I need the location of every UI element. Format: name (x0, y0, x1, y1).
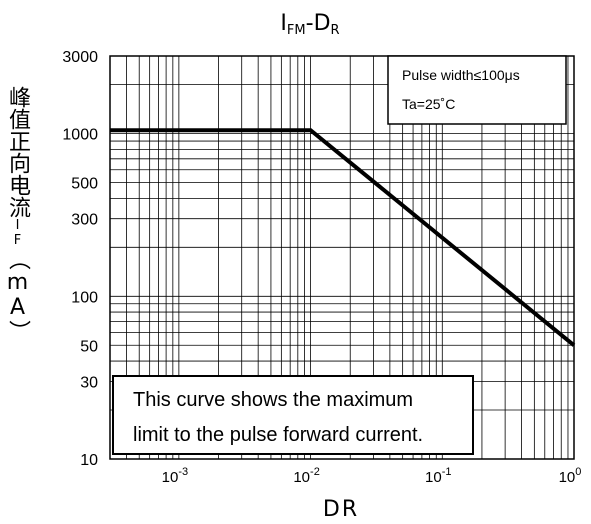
x-tick-label: 100 (559, 466, 582, 486)
chart-title: IFM-DR (280, 11, 339, 38)
y-axis-label-symbol: IF (10, 218, 25, 248)
x-axis-label: DR (323, 497, 359, 522)
legend-box: Pulse width≤100μs Ta=25˚C (387, 55, 567, 125)
x-tick-label: 10-1 (425, 466, 451, 486)
y-tick-label: 30 (80, 374, 98, 391)
note-line-2: limit to the pulse forward current. (133, 424, 423, 446)
x-tick-label: 10-3 (162, 466, 188, 486)
note-box-frame (112, 375, 474, 455)
legend-box-frame (387, 55, 567, 125)
y-tick-label: 3000 (62, 49, 98, 66)
y-tick-label: 500 (71, 176, 98, 193)
y-axis-label-main: 峰值正向电流 (5, 86, 30, 218)
y-tick-label: 50 (80, 338, 98, 355)
series-line (110, 128, 576, 347)
plot-frame (109, 55, 575, 460)
legend-line-temperature: Ta=25˚C (402, 96, 455, 112)
legend-line-pulse-width: Pulse width≤100μs (402, 67, 520, 83)
y-tick-label: 300 (71, 212, 98, 229)
y-tick-label: 10 (80, 452, 98, 469)
y-axis-label-unit: （mA） (5, 248, 30, 342)
note-box: This curve shows the maximum limit to th… (112, 375, 474, 455)
y-axis-label: 峰值正向电流IF（mA） (4, 86, 30, 342)
x-tick-label: 10-2 (293, 466, 319, 486)
y-tick-label: 100 (71, 289, 98, 306)
note-line-1: This curve shows the maximum (133, 389, 413, 411)
x-tick-labels: 10-3 10-2 10-1 100 (162, 466, 582, 486)
y-tick-label: 1000 (62, 127, 98, 144)
y-tick-labels: 3000 1000 500 300 100 50 30 10 (62, 49, 98, 469)
